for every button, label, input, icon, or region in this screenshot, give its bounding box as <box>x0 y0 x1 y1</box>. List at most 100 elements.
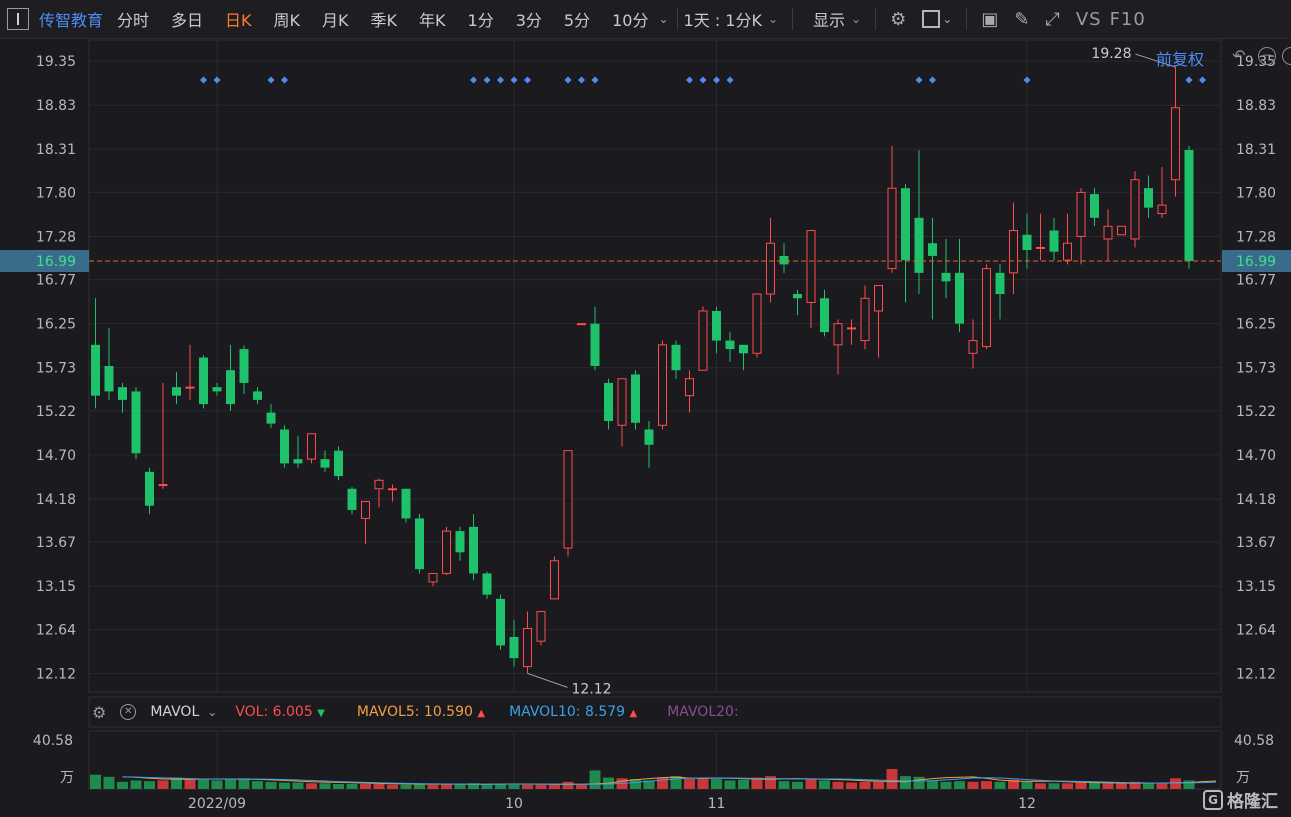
candle <box>685 370 694 413</box>
candle <box>658 340 667 430</box>
volume-bar <box>1183 780 1195 789</box>
gear-icon[interactable]: ⚙ <box>92 702 107 722</box>
x-tick-label: 10 <box>505 796 523 812</box>
volume-bar <box>589 770 601 789</box>
event-marker-icon <box>686 76 693 84</box>
volume-bar <box>832 781 844 789</box>
display-select[interactable]: 显示 ⌄ <box>813 7 861 31</box>
y-tick-label-right: 13.15 <box>1236 579 1276 595</box>
candle <box>482 571 492 599</box>
volume-bar <box>549 783 560 789</box>
volume-bar <box>265 781 277 789</box>
volume-bar <box>765 776 776 789</box>
candle-body <box>104 366 114 392</box>
tab-period-4[interactable]: 月K <box>322 11 349 30</box>
tab-period-8[interactable]: 3分 <box>515 11 542 30</box>
interval-select[interactable]: 1天 : 1分K ⌄ <box>684 7 778 31</box>
candle-body <box>239 349 249 383</box>
chevron-down-icon[interactable]: ⌄ <box>207 705 218 719</box>
undo-icon[interactable]: ↶ <box>1232 46 1246 65</box>
volume-bar <box>522 784 533 789</box>
tab-period-10[interactable]: 10分 <box>612 11 649 30</box>
tab-period-7[interactable]: 1分 <box>467 11 494 30</box>
candle <box>1184 145 1194 269</box>
candle <box>509 620 519 667</box>
candle-body <box>509 636 519 659</box>
f10-button[interactable]: F10 <box>1109 8 1146 30</box>
adjust-type-button[interactable]: 前复权 <box>1156 50 1205 69</box>
price-panel-frame <box>88 39 1222 693</box>
volume-bar <box>238 778 250 789</box>
gear-icon[interactable]: ⚙ <box>890 8 907 30</box>
ma20-readout: MAVOL20: <box>667 704 738 720</box>
event-marker-icon <box>929 76 936 84</box>
candle <box>928 217 937 320</box>
volume-bar <box>1116 783 1127 789</box>
candle <box>158 382 168 489</box>
layout-square-icon[interactable] <box>922 10 941 28</box>
candle <box>1144 175 1153 218</box>
pencil-icon[interactable]: ✎ <box>1014 8 1030 30</box>
volume-bar <box>252 781 263 789</box>
candle <box>253 387 262 405</box>
tab-period-5[interactable]: 季K <box>370 11 398 30</box>
y-tick-label-right: 13.67 <box>1236 535 1276 551</box>
indicator-name[interactable]: MAVOL <box>150 704 200 720</box>
volume-bar <box>1143 782 1154 789</box>
more-periods-chevron-icon[interactable]: ⌄ <box>658 12 669 26</box>
stock-name[interactable]: 传智教育 <box>39 11 104 30</box>
candle-body <box>280 429 289 464</box>
tab-period-0[interactable]: 分时 <box>117 11 150 30</box>
camera-icon[interactable]: ▣ <box>981 8 999 30</box>
volume-bar <box>171 777 182 789</box>
candle <box>1171 67 1180 197</box>
high-price-annotation: 19.28 <box>1091 46 1131 62</box>
sidebar-toggle-icon[interactable] <box>7 8 29 30</box>
volume-bar <box>481 783 493 789</box>
candle-body <box>428 572 438 583</box>
candle-body <box>185 386 195 389</box>
vs-button[interactable]: VS <box>1075 8 1102 30</box>
y-tick-label-left: 17.80 <box>36 185 76 201</box>
volume-bar <box>198 779 209 789</box>
candle-body <box>496 598 505 646</box>
candle-body <box>212 387 222 392</box>
tab-period-2[interactable]: 日K <box>225 11 252 30</box>
x-tick-label: 11 <box>708 796 726 812</box>
chevron-down-icon[interactable]: ⌄ <box>942 12 953 26</box>
candle-body <box>1022 234 1032 250</box>
candle <box>118 382 127 413</box>
candle <box>523 611 532 674</box>
candle-body <box>793 294 802 299</box>
volume-bar <box>805 778 817 789</box>
candle-body <box>1184 150 1194 262</box>
candle <box>901 183 910 303</box>
volume-bar <box>184 778 196 789</box>
volume-bar <box>117 781 128 789</box>
tab-period-9[interactable]: 5分 <box>563 11 591 30</box>
ma10-label: MAVOL10: <box>509 704 581 720</box>
y-tick-label-left: 18.83 <box>36 98 76 114</box>
high-annotation-leader <box>1135 53 1176 68</box>
close-icon[interactable]: ✕ <box>120 704 137 720</box>
zoom-out-icon[interactable]: − <box>1258 47 1276 65</box>
candle-body <box>604 382 613 422</box>
current-price-label-left: 16.99 <box>36 254 76 270</box>
candle <box>455 526 465 561</box>
candle-body <box>577 323 586 326</box>
candle-body <box>928 243 937 256</box>
volume-bar <box>333 783 344 789</box>
candle <box>280 425 289 468</box>
tab-period-3[interactable]: 周K <box>273 11 301 30</box>
volume-bar <box>657 777 668 789</box>
y-tick-label-left: 19.35 <box>36 54 76 70</box>
candle <box>199 354 208 409</box>
tab-period-6[interactable]: 年K <box>419 11 446 30</box>
event-marker-icon <box>726 76 734 84</box>
volume-max-label-right: 40.58 <box>1234 733 1274 749</box>
fullscreen-icon[interactable]: ⤢ <box>1045 8 1060 30</box>
tab-period-1[interactable]: 多日 <box>171 11 204 30</box>
candle-body <box>563 450 573 549</box>
